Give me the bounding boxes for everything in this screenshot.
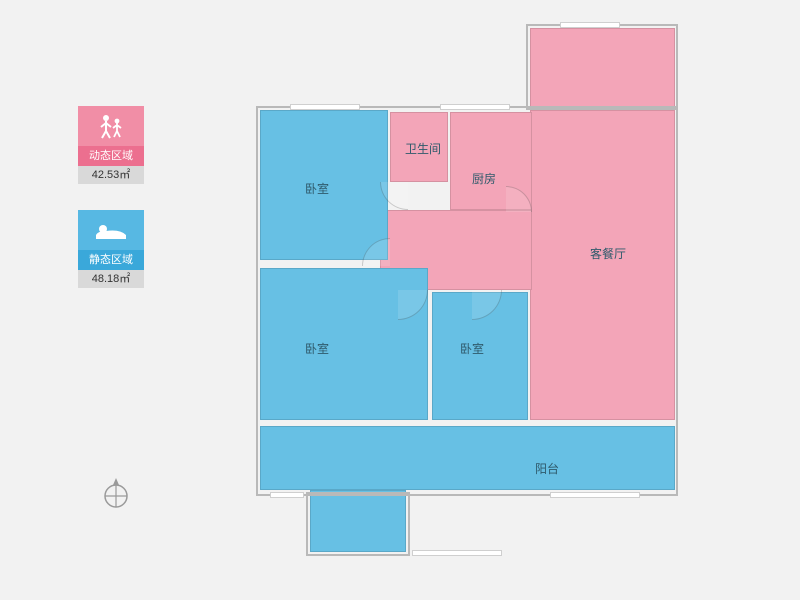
legend-dynamic-title: 动态区域	[78, 146, 144, 166]
legend-static-value: 48.18㎡	[78, 270, 144, 288]
compass-icon	[100, 478, 132, 515]
floor-plan: 客餐厅厨房卫生间卧室卧室卧室阳台	[250, 10, 730, 580]
room-living-main	[530, 110, 675, 420]
window-1	[440, 104, 510, 110]
legend-static: 静态区域 48.18㎡	[78, 210, 144, 288]
legend-dynamic: 动态区域 42.53㎡	[78, 106, 144, 184]
room-living-top	[530, 28, 675, 110]
window-3	[270, 492, 304, 498]
legend-dynamic-value: 42.53㎡	[78, 166, 144, 184]
legend: 动态区域 42.53㎡ 静态区域 48.18㎡	[78, 106, 144, 314]
legend-static-title: 静态区域	[78, 250, 144, 270]
window-4	[412, 550, 502, 556]
room-balcony-main	[260, 426, 675, 490]
window-0	[290, 104, 360, 110]
people-icon	[78, 106, 144, 146]
room-balcony-ext	[310, 490, 406, 552]
room-bath	[390, 112, 448, 182]
window-5	[550, 492, 640, 498]
room-bed-top	[260, 110, 388, 260]
sleep-icon	[78, 210, 144, 250]
window-2	[560, 22, 620, 28]
